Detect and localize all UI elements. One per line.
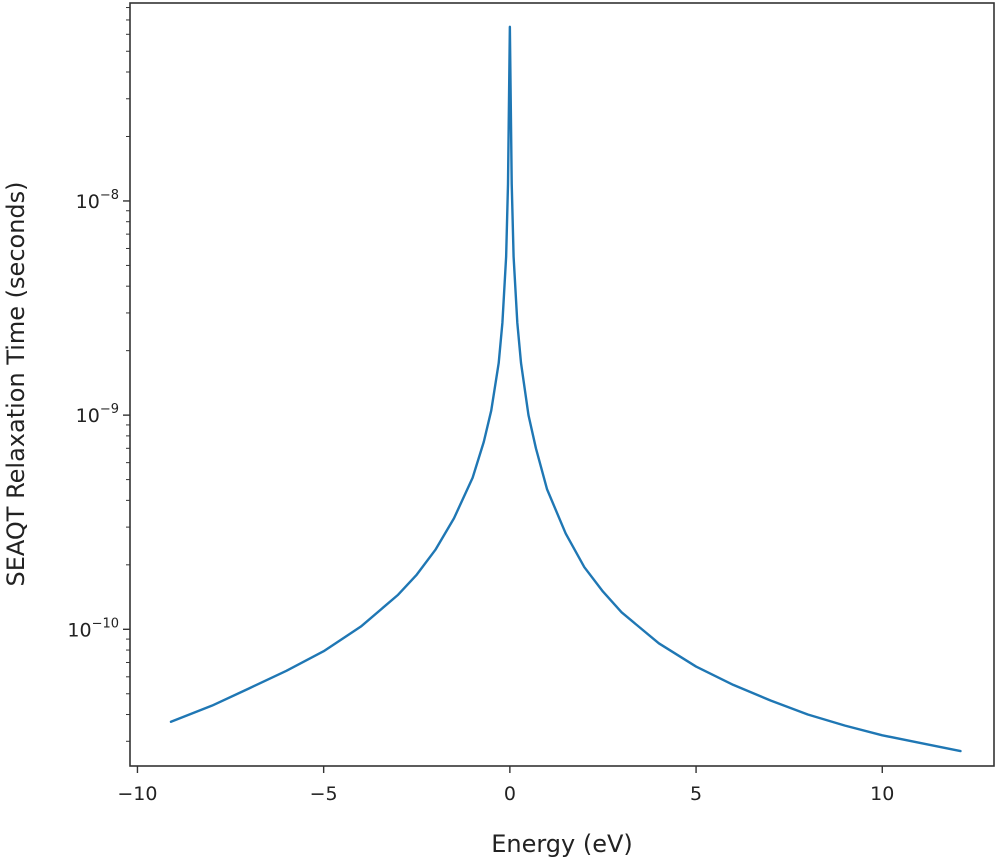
y-tick-base: 10: [76, 191, 100, 213]
y-tick-exponent: −10: [92, 616, 119, 631]
y-tick-label: 10−8: [76, 188, 119, 213]
x-tick-label: −5: [310, 783, 338, 805]
x-tick-label: 0: [504, 783, 516, 805]
y-tick-label: 10−9: [76, 402, 119, 427]
x-tick-label: 10: [870, 783, 894, 805]
y-tick-exponent: −9: [100, 402, 119, 417]
y-tick-base: 10: [67, 619, 91, 641]
plot-frame: [129, 2, 995, 767]
series-line: [169, 25, 962, 753]
y-tick-base: 10: [76, 405, 100, 427]
x-tick-label: 5: [690, 783, 702, 805]
y-tick-exponent: −8: [100, 188, 119, 203]
x-tick-label: −10: [117, 783, 157, 805]
x-axis-ticks: −10 −5 0 5 10: [117, 766, 894, 805]
y-axis-label: SEAQT Relaxation Time (seconds): [2, 181, 30, 586]
x-axis-label: Energy (eV): [491, 830, 633, 858]
y-tick-label: 10−10: [67, 616, 119, 641]
